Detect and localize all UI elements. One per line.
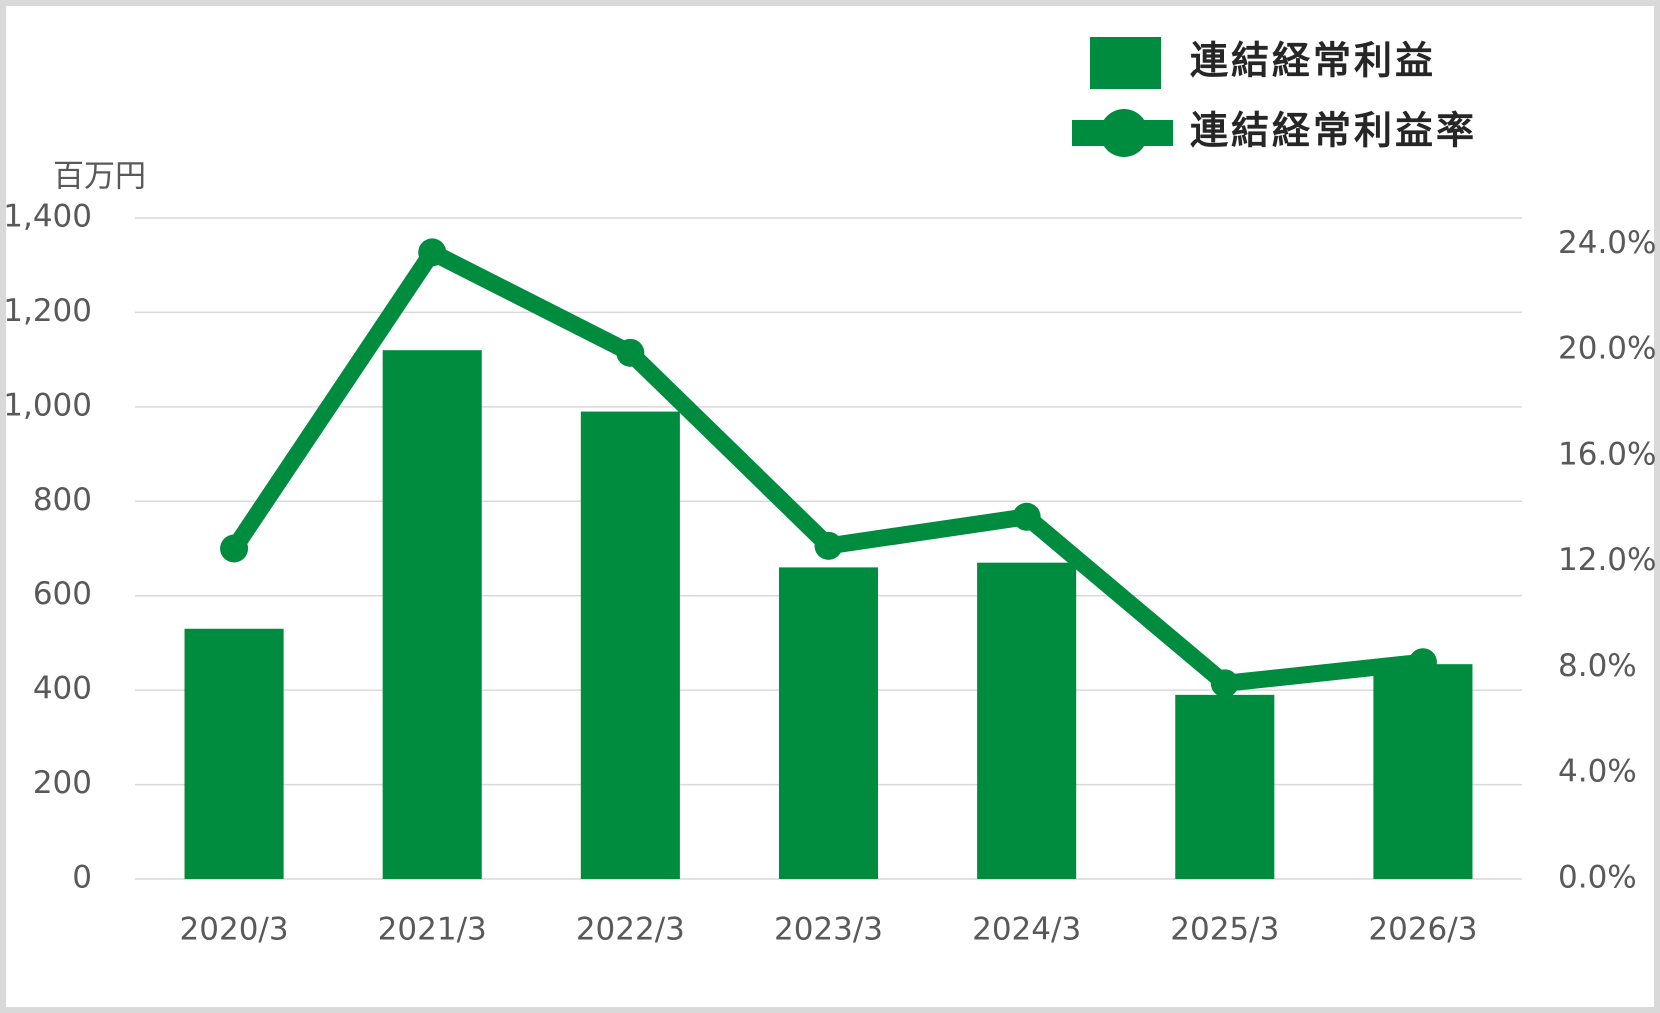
y2-tick-label: 4.0% <box>1558 754 1637 790</box>
line-marker <box>1012 502 1041 531</box>
y-tick-label: 200 <box>33 765 92 801</box>
y-tick-label: 800 <box>33 482 92 518</box>
legend-marker <box>1100 109 1148 157</box>
y-tick-label: 600 <box>33 576 92 612</box>
y-tick-label: 400 <box>33 671 92 707</box>
x-tick-label: 2021/3 <box>378 912 487 948</box>
line-marker <box>814 531 843 560</box>
legend-label: 連結経常利益 <box>1190 39 1436 83</box>
y2-tick-label: 24.0% <box>1558 225 1656 261</box>
line-marker <box>418 238 447 267</box>
y2-tick-label: 0.0% <box>1558 860 1637 896</box>
bar <box>580 411 680 879</box>
y2-tick-label: 8.0% <box>1558 648 1637 684</box>
x-tick-label: 2023/3 <box>774 912 883 948</box>
line-marker <box>1408 648 1437 677</box>
legend-swatch <box>1090 37 1161 89</box>
y-tick-label: 1,000 <box>3 387 92 423</box>
line-marker <box>1210 669 1239 698</box>
x-tick-label: 2025/3 <box>1170 912 1279 948</box>
y-axis-unit: 百万円 <box>53 159 146 195</box>
x-tick-label: 2020/3 <box>180 912 289 948</box>
bar <box>977 562 1077 879</box>
y2-tick-label: 20.0% <box>1558 331 1656 367</box>
line-marker <box>616 338 645 367</box>
y2-tick-label: 12.0% <box>1558 542 1656 578</box>
bar <box>184 628 284 879</box>
bar <box>1373 664 1473 879</box>
x-tick-label: 2026/3 <box>1368 912 1477 948</box>
legend-label: 連結経常利益率 <box>1190 109 1477 153</box>
bar <box>382 350 482 879</box>
line-marker <box>220 534 249 563</box>
x-tick-label: 2022/3 <box>576 912 685 948</box>
bar <box>1175 694 1275 879</box>
y-tick-label: 1,400 <box>3 199 92 235</box>
bar <box>778 567 879 879</box>
y2-tick-label: 16.0% <box>1558 436 1656 472</box>
y-tick-label: 1,200 <box>3 293 92 329</box>
y-tick-label: 0 <box>72 860 92 896</box>
x-tick-label: 2024/3 <box>972 912 1081 948</box>
